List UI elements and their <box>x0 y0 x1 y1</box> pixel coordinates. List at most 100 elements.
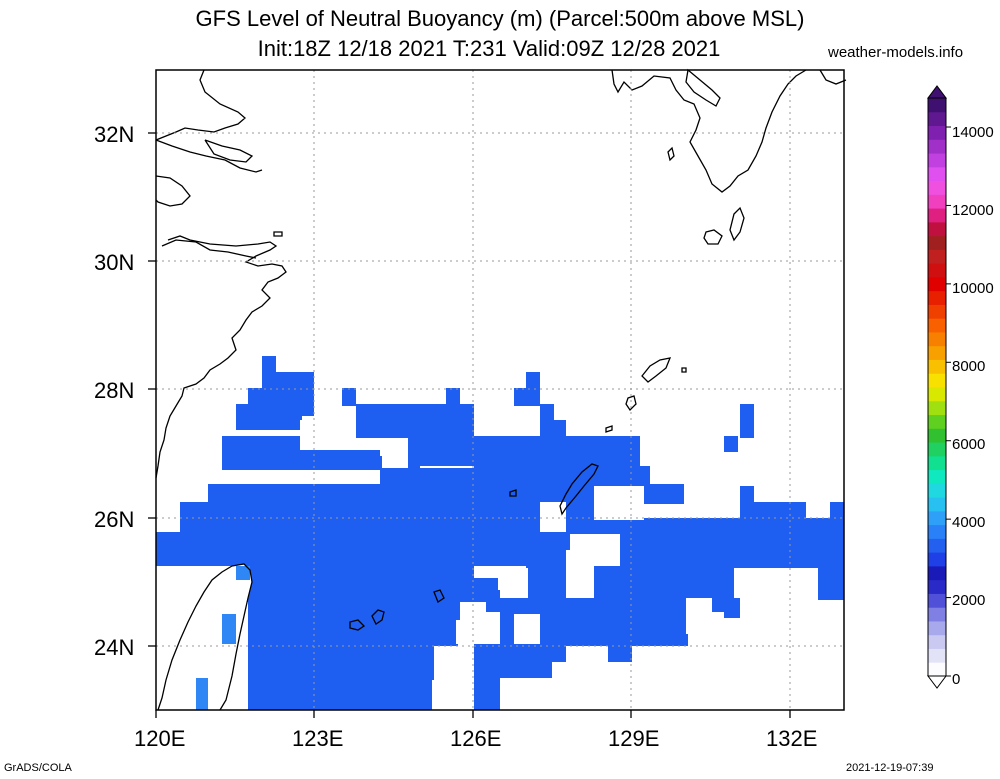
field-cell <box>474 436 640 466</box>
lon-label: 120E <box>134 726 185 751</box>
colorbar-swatch <box>928 414 946 429</box>
field-gap <box>566 550 594 580</box>
colorbar-swatch <box>928 593 946 608</box>
field-gap <box>474 566 500 578</box>
miyako-island <box>433 589 445 603</box>
field-gap <box>632 646 684 658</box>
colorbar-swatch <box>928 387 946 402</box>
japan-island-4 <box>685 68 721 107</box>
lat-label: 26N <box>94 507 134 532</box>
ishigaki-island <box>371 609 385 625</box>
japan-island-3 <box>667 146 675 162</box>
field-cell <box>740 502 806 522</box>
field-gap <box>382 438 408 468</box>
colorbar-swatch <box>928 373 946 388</box>
colorbar-swatch <box>928 469 946 484</box>
field-cell <box>724 518 844 568</box>
field-cell <box>236 404 302 430</box>
lat-label: 32N <box>94 122 134 147</box>
colorbar-swatch <box>928 139 946 154</box>
colorbar-swatch <box>928 180 946 195</box>
colorbar-swatch <box>928 400 946 416</box>
colorbar-max-arrow <box>927 85 947 99</box>
graticule <box>156 70 844 710</box>
map-frame <box>155 69 845 711</box>
map-subtitle: Init:18Z 12/18 2021 T:231 Valid:09Z 12/2… <box>257 36 721 61</box>
colorbar-ticks <box>946 126 951 677</box>
field-cell-light <box>196 678 208 710</box>
colorbar-frame <box>927 97 947 677</box>
kyushu-coast <box>611 69 847 193</box>
coastlines <box>155 68 847 711</box>
field-cell <box>500 610 514 646</box>
colorbar-swatch <box>928 579 946 594</box>
kume-island <box>509 489 517 497</box>
axis-ticks <box>148 132 791 718</box>
colorbar-swatch <box>928 98 946 113</box>
japan-island-1 <box>703 229 723 245</box>
colorbar-swatch <box>928 607 946 622</box>
field-cell <box>248 600 460 646</box>
buoyancy-field <box>156 356 844 710</box>
field-cell <box>460 404 474 438</box>
colorbar-label: 10000 <box>952 280 994 297</box>
colorbar-swatch <box>928 552 946 567</box>
field-cell <box>540 404 554 422</box>
colorbar-labels: 0 2000 4000 6000 8000 10000 12000 14000 <box>952 124 994 688</box>
china-coast <box>155 69 287 479</box>
island-small-3 <box>273 231 283 237</box>
colorbar-swatch <box>928 524 946 539</box>
colorbar-swatch <box>928 442 946 457</box>
field-gap <box>432 680 474 710</box>
colorbar-min-arrow <box>927 675 947 689</box>
field-cell <box>724 436 738 452</box>
colorbar-swatch <box>928 634 946 649</box>
colorbar-swatch <box>928 662 946 677</box>
colorbar-label: 0 <box>952 671 960 688</box>
colorbar-swatch <box>928 221 946 237</box>
colorbar-swatch <box>928 497 946 512</box>
colorbar-swatch <box>928 194 946 209</box>
colorbar-swatch <box>928 345 946 360</box>
field-cell <box>528 566 566 600</box>
field-gap <box>686 598 712 634</box>
field-cell <box>300 450 380 458</box>
colorbar-label: 8000 <box>952 358 985 375</box>
colorbar-swatch <box>928 455 946 471</box>
colorbar-swatch <box>928 208 946 223</box>
timestamp-label: 2021-12-19-07:39 <box>846 762 934 774</box>
field-cell-light <box>236 566 250 580</box>
colorbar-label: 4000 <box>952 514 985 531</box>
colorbar-swatch <box>928 166 946 182</box>
lon-label: 132E <box>766 726 817 751</box>
colorbar-swatch <box>928 483 946 498</box>
lon-label: 123E <box>292 726 343 751</box>
field-cell <box>694 566 734 600</box>
island-small-4 <box>681 367 687 373</box>
field-cell <box>248 644 434 684</box>
colorbar-swatch <box>928 153 946 168</box>
field-cell <box>222 456 420 470</box>
colorbar-swatch <box>928 648 946 663</box>
longitude-labels: 120E 123E 126E 129E 132E <box>134 726 817 751</box>
field-cell <box>830 502 844 518</box>
field-cell <box>514 388 540 406</box>
colorbar-label: 2000 <box>952 592 985 609</box>
colorbar-swatch <box>928 538 946 553</box>
field-cell <box>500 646 540 666</box>
field-cell <box>818 566 844 600</box>
taiwan-land <box>156 564 252 710</box>
field-cell <box>526 372 540 390</box>
iriomote-island <box>349 619 366 631</box>
field-gap <box>300 420 356 450</box>
colorbar-swatch <box>928 290 946 305</box>
island-small-1 <box>625 395 637 412</box>
field-gap <box>540 502 566 532</box>
lat-label: 24N <box>94 635 134 660</box>
island-small-2 <box>605 425 613 433</box>
map-title: GFS Level of Neutral Buoyancy (m) (Parce… <box>195 6 805 31</box>
field-cell <box>474 676 500 710</box>
colorbar-swatch <box>928 428 946 443</box>
field-cell <box>552 644 566 662</box>
